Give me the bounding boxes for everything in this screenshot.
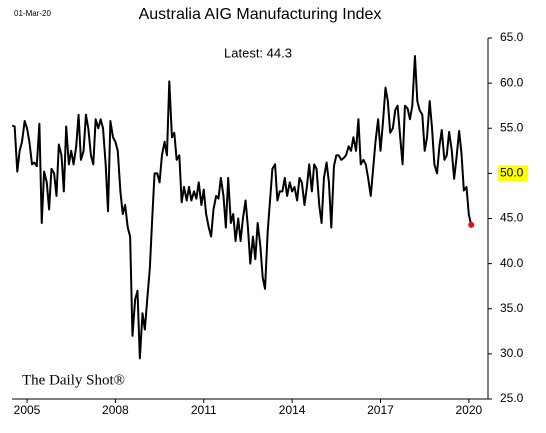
data-line [11,55,473,360]
x-tick-label: 2017 [367,403,394,417]
x-tick-label: 2014 [279,403,306,417]
y-tick-label: 65.0 [500,30,524,44]
x-tick-label: 2008 [102,403,129,417]
tick-highlight [498,165,528,182]
y-tick-label: 50.0 [500,166,524,180]
annotation: Latest: 44.3 [224,45,292,60]
y-tick-label: 60.0 [500,75,524,89]
y-tick-label: 45.0 [500,211,524,225]
y-tick-label: 55.0 [500,120,524,134]
y-tick-label: 40.0 [500,256,524,270]
y-tick-label: 30.0 [500,346,524,360]
x-tick-label: 2011 [191,403,217,417]
date-label: 01-Mar-20 [14,9,51,18]
y-tick-label: 35.0 [500,301,524,315]
chart-title: Australia AIG Manufacturing Index [139,6,382,23]
last-point [468,221,475,228]
y-tick-label: 25.0 [500,391,524,405]
source: The Daily Shot® [22,372,125,388]
x-tick-label: 2005 [14,403,41,417]
x-tick-label: 2020 [456,403,483,417]
